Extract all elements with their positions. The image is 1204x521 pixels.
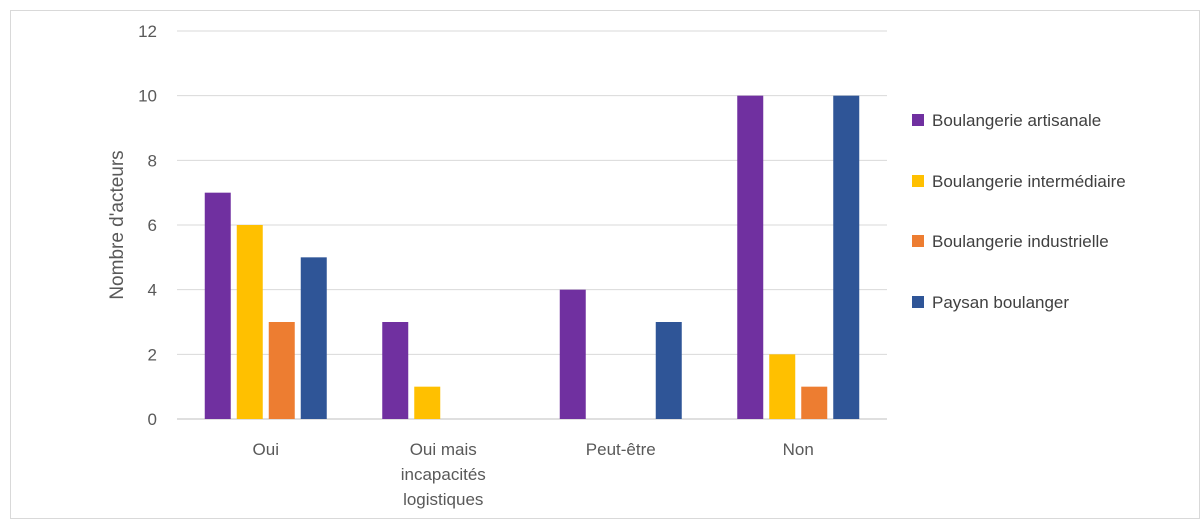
- legend-item: Boulangerie intermédiaire: [912, 172, 1126, 191]
- x-tick-label: Peut-être: [586, 440, 656, 459]
- bars: [204, 95, 860, 420]
- bar: [300, 257, 327, 419]
- legend-item: Boulangerie artisanale: [912, 111, 1101, 130]
- y-tick-label: 10: [138, 87, 157, 106]
- legend-swatch: [912, 235, 924, 247]
- y-tick-label: 0: [148, 410, 157, 429]
- bar: [833, 95, 860, 420]
- gridlines: [177, 30, 887, 420]
- y-tick-label: 12: [138, 22, 157, 41]
- legend-label: Boulangerie intermédiaire: [932, 172, 1126, 191]
- bar: [769, 354, 796, 419]
- legend: Boulangerie artisanale Boulangerie interm…: [912, 111, 1126, 312]
- y-tick-label: 2: [148, 345, 157, 364]
- x-tick-label: incapacités: [401, 465, 486, 484]
- x-tick-label: Non: [783, 440, 814, 459]
- legend-swatch: [912, 296, 924, 308]
- x-axis-ticks: Oui Oui mais incapacités logistiques Peut-êt…: [253, 440, 814, 509]
- y-axis-title: Nombre d'acteurs: [107, 150, 128, 299]
- legend-label: Boulangerie artisanale: [932, 111, 1101, 130]
- x-tick-label: Oui mais: [410, 440, 477, 459]
- axis-titles: Nombre d'acteurs: [107, 150, 128, 299]
- legend-swatch: [912, 114, 924, 126]
- y-tick-label: 6: [148, 216, 157, 235]
- legend-swatch: [912, 175, 924, 187]
- bar: [801, 386, 828, 419]
- legend-item: Boulangerie industrielle: [912, 232, 1109, 251]
- x-tick-label: Oui: [253, 440, 279, 459]
- legend-item: Paysan boulanger: [912, 293, 1069, 312]
- bar: [236, 225, 263, 419]
- bar: [204, 192, 231, 419]
- bar: [737, 95, 764, 420]
- y-axis-ticks: 0 2 4 6 8 10 12: [138, 22, 157, 429]
- bar: [382, 322, 409, 419]
- y-tick-label: 8: [148, 151, 157, 170]
- bar: [268, 322, 295, 419]
- y-tick-label: 4: [148, 281, 157, 300]
- bar: [655, 322, 682, 419]
- x-tick-label: logistiques: [403, 490, 483, 509]
- legend-label: Paysan boulanger: [932, 293, 1069, 312]
- legend-label: Boulangerie industrielle: [932, 232, 1109, 251]
- bar: [559, 289, 586, 419]
- bar: [414, 386, 441, 419]
